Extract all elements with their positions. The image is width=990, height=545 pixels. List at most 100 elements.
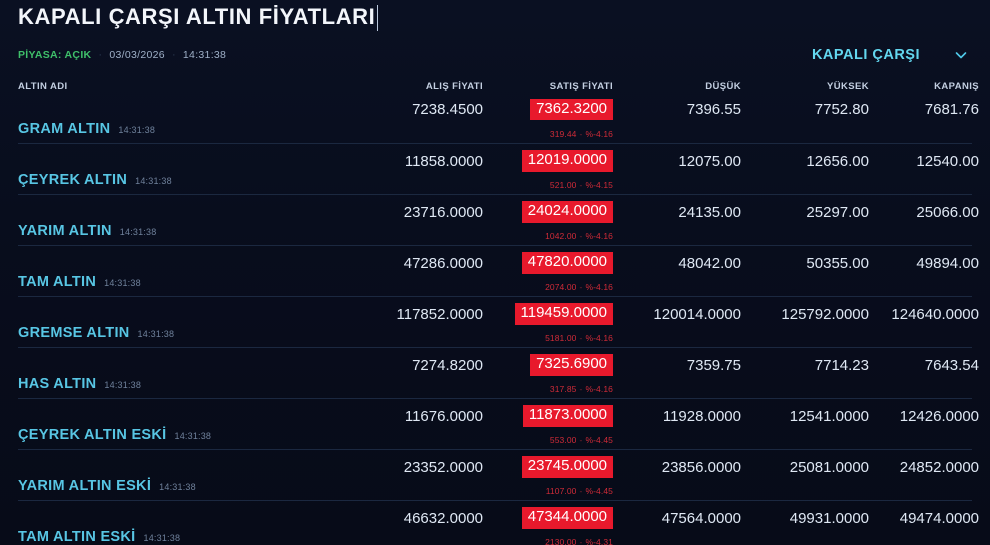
close-price: 24852.0000 [899,458,979,476]
table-row[interactable]: TAM ALTIN 14:31:38 47286.0000 47820.0000 207… [18,245,979,296]
change-absolute: 521.00 [549,180,577,191]
asset-name: TAM ALTIN [18,274,97,290]
sell-price-badge: 119459.0000 [514,303,613,325]
table-row[interactable]: YARIM ALTIN ESKİ 14:31:38 23352.0000 23745.… [18,449,979,500]
close-price: 12540.00 [916,152,979,170]
asset-name: ÇEYREK ALTIN ESKİ [18,427,167,443]
column-header-sell: SATIŞ FİYATI [549,81,613,92]
asset-timestamp: 14:31:38 [104,278,141,288]
table-row[interactable]: GREMSE ALTIN 14:31:38 117852.0000 119459.00… [18,296,979,347]
sell-change: 319.44- %-4.16 [550,129,613,139]
close-price: 49894.00 [916,254,979,272]
table-row[interactable]: TAM ALTIN ESKİ 14:31:38 46632.0000 47344.00… [18,500,979,545]
table-header-row: ALTIN ADI ALIŞ FİYATI SATIŞ FİYATI DÜŞÜK… [18,72,979,92]
change-separator: - [579,537,583,545]
close-price: 7681.76 [924,101,979,118]
table-row[interactable]: HAS ALTIN 14:31:38 7274.8200 7325.6900 317.8… [18,347,979,398]
change-percent: %-4.16 [585,231,613,242]
change-absolute: 2130.00 [545,537,577,545]
asset-name-cell: GREMSE ALTIN 14:31:38 [18,303,348,341]
asset-timestamp: 14:31:38 [137,329,175,339]
asset-name: TAM ALTIN ESKİ [18,529,136,545]
close-price: 124640.0000 [891,305,979,323]
asset-name-cell: YARIM ALTIN 14:31:38 [18,201,348,239]
column-header-name: ALTIN ADI [18,81,68,92]
table-row[interactable]: GRAM ALTIN 14:31:38 7238.4500 7362.3200 319.… [18,92,979,143]
change-absolute: 317.85 [549,384,577,395]
asset-name: ÇEYREK ALTIN [18,172,128,188]
buy-price: 11858.0000 [404,152,483,170]
asset-timestamp: 14:31:38 [143,533,181,543]
buy-price: 46632.0000 [403,509,483,527]
change-separator: - [579,128,583,139]
sell-price-cell: 7362.3200 319.44- %-4.16 [483,98,613,139]
asset-timestamp: 14:31:38 [135,176,172,186]
change-separator: - [579,435,583,446]
table-row[interactable]: ÇEYREK ALTIN 14:31:38 11858.0000 12019.0000… [18,143,979,194]
asset-name: GREMSE ALTIN [18,325,130,341]
close-price: 7643.54 [924,356,979,374]
change-separator: - [579,486,583,497]
high-price: 7714.23 [814,356,869,374]
sell-price-badge: 7362.3200 [530,98,613,121]
sell-change: 317.85- %-4.16 [550,384,613,394]
sell-price-badge: 11873.0000 [522,405,613,427]
sell-price-cell: 12019.0000 521.00- %-4.15 [483,150,613,191]
asset-name: GRAM ALTIN [18,120,111,137]
market-date: 03/03/2026 [109,49,165,61]
change-percent: %-4.16 [585,333,613,344]
text-caret [377,4,378,31]
close-price: 25066.00 [916,203,979,221]
asset-name: YARIM ALTIN ESKİ [18,478,152,494]
column-header-low: DÜŞÜK [705,81,741,92]
asset-name: YARIM ALTIN [18,223,112,239]
price-table-body: GRAM ALTIN 14:31:38 7238.4500 7362.3200 319.… [18,92,979,545]
high-price: 125792.0000 [781,305,869,323]
sell-price-cell: 47344.0000 2130.00- %-4.31 [483,507,613,545]
change-absolute: 553.00 [549,435,577,446]
high-price: 25081.0000 [789,458,869,476]
sell-price-badge: 47344.0000 [521,507,613,529]
close-price: 12426.0000 [899,407,979,425]
change-absolute: 2074.00 [545,282,577,293]
close-price: 49474.0000 [899,509,979,527]
low-price: 47564.0000 [661,509,741,527]
sell-price-cell: 119459.0000 5181.00- %-4.16 [483,303,613,343]
low-price: 12075.00 [678,152,741,170]
sell-price-cell: 23745.0000 1107.00- %-4.45 [483,456,613,497]
buy-price: 7238.4500 [412,101,483,118]
asset-name-cell: GRAM ALTIN 14:31:38 [18,99,348,137]
column-header-buy: ALIŞ FİYATI [425,81,483,92]
sell-change: 5181.00- %-4.16 [545,333,613,343]
low-price: 23856.0000 [661,458,741,476]
title-row: KAPALI ÇARŞI ALTIN FİYATLARI [18,0,972,32]
sell-price-cell: 11873.0000 553.00- %-4.45 [483,405,613,445]
sell-price-cell: 7325.6900 317.85- %-4.16 [483,354,613,394]
meta-separator-2: · [171,49,176,61]
column-header-close: KAPANIŞ [934,81,979,92]
change-separator: - [579,231,583,242]
table-row[interactable]: YARIM ALTIN 14:31:38 23716.0000 24024.0000 1… [18,194,979,245]
change-percent: %-4.45 [585,435,613,446]
buy-price: 47286.0000 [403,254,483,272]
page-title: KAPALI ÇARŞI ALTIN FİYATLARI [18,4,378,31]
table-row[interactable]: ÇEYREK ALTIN ESKİ 14:31:38 11676.0000 11873… [18,398,979,449]
chevron-down-icon[interactable] [954,48,968,62]
sell-change: 553.00- %-4.45 [550,435,613,445]
change-absolute: 319.44 [549,128,577,139]
asset-name: HAS ALTIN [18,376,97,392]
sell-price-badge: 47820.0000 [521,252,613,274]
sell-change: 1042.00- %-4.16 [545,231,613,241]
market-time: 14:31:38 [182,49,227,61]
low-price: 11928.0000 [662,407,741,425]
change-separator: - [579,282,583,293]
asset-name-cell: YARIM ALTIN ESKİ 14:31:38 [18,456,348,494]
low-price: 7359.75 [686,356,741,374]
market-selector-dropdown[interactable]: KAPALI ÇARŞI [812,47,972,63]
high-price: 12656.00 [806,152,869,170]
asset-name-cell: TAM ALTIN 14:31:38 [18,252,348,290]
change-percent: %-4.16 [585,282,613,293]
low-price: 7396.55 [686,101,741,118]
sell-price-badge: 24024.0000 [521,201,613,223]
